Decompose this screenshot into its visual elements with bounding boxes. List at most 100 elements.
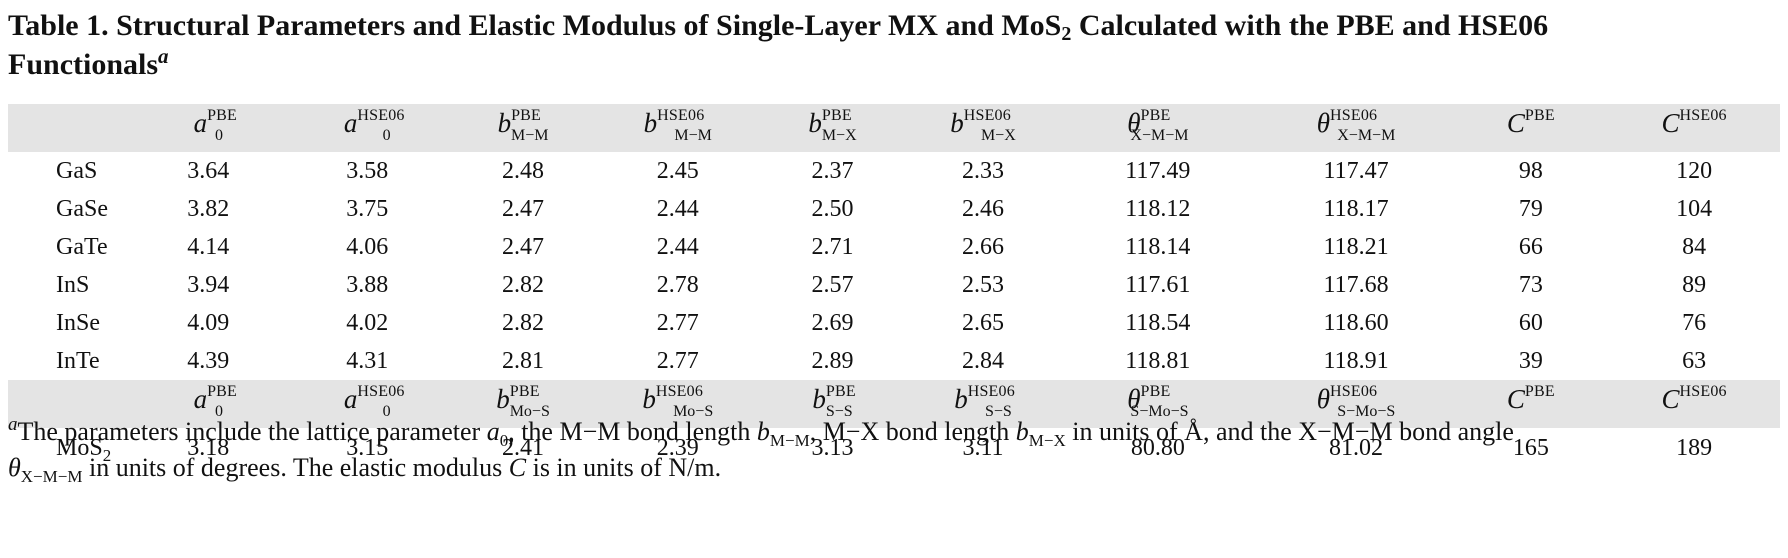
table-cell: 189	[1676, 434, 1713, 461]
table-cell: 118.17	[1323, 195, 1389, 222]
table-cell: 3.11	[962, 434, 1004, 461]
row-label: InTe	[56, 347, 100, 374]
table-cell: 4.06	[346, 233, 389, 260]
header-symbol: CHSE06	[1661, 107, 1727, 139]
table-cell: 81.02	[1329, 434, 1384, 461]
table-row: GaS 3.64 3.58 2.48 2.45 2.37 2.33 117.49 117.47 9…	[8, 152, 1780, 190]
table-cell: 118.21	[1323, 233, 1389, 260]
table-cell: 2.41	[502, 434, 545, 461]
table-cell: 2.50	[811, 195, 854, 222]
column-header: θHSE06X−M−M	[1259, 104, 1454, 152]
table-cell: 3.18	[187, 434, 230, 461]
table-cell: 2.81	[502, 347, 545, 374]
header-row-mos2: aPBE0 aHSE060 bPBEMo−S bHSE06Mo−S bPBES−S bHS…	[8, 380, 1780, 428]
header-row-mx: aPBE0 aHSE060 bPBEM−M bHSE06M−M bPBEM−X bHSE0…	[8, 104, 1780, 152]
table-row: MoS2 3.18 3.15 2.41 2.39 3.13 3.11 80.80 81.02 1…	[8, 428, 1780, 468]
column-header: CPBE	[1454, 104, 1609, 152]
header-symbol: CPBE	[1506, 383, 1555, 415]
caption-text: Table 1. Structural Parameters and Elast…	[8, 9, 1062, 42]
header-symbol: aPBE0	[193, 107, 238, 144]
table-cell: 120	[1676, 157, 1713, 184]
table-cell: 3.75	[346, 195, 389, 222]
table-cell: 117.68	[1323, 271, 1389, 298]
table-cell: 4.02	[346, 309, 389, 336]
table-cell: 118.54	[1125, 309, 1191, 336]
table-cell: 118.81	[1125, 347, 1191, 374]
table-cell: 80.80	[1130, 434, 1185, 461]
column-header: aHSE060	[288, 104, 447, 152]
column-header: bHSE06Mo−S	[599, 380, 756, 428]
header-symbol: bPBEM−X	[808, 107, 857, 144]
table-cell: 2.45	[656, 157, 699, 184]
table-cell: 79	[1518, 195, 1543, 222]
table-cell: 118.60	[1323, 309, 1389, 336]
table-cell: 4.09	[187, 309, 230, 336]
table-cell: 165	[1512, 434, 1549, 461]
table-cell: 2.48	[502, 157, 545, 184]
table-cell: 2.77	[656, 347, 699, 374]
header-symbol: bHSE06M−M	[643, 107, 712, 144]
column-header: aHSE060	[288, 380, 447, 428]
column-header: bHSE06S−S	[909, 380, 1057, 428]
table-cell: 118.14	[1125, 233, 1191, 260]
table-cell: 3.82	[187, 195, 230, 222]
parameters-table: aPBE0 aHSE060 bPBEM−M bHSE06M−M bPBEM−X bHSE0…	[8, 104, 1780, 468]
header-symbol: θPBES−Mo−S	[1127, 383, 1189, 420]
table-row: InS 3.94 3.88 2.82 2.78 2.57 2.53 117.61 117.68 7…	[8, 266, 1780, 304]
table-cell: 2.71	[811, 233, 854, 260]
table-cell: 104	[1676, 195, 1713, 222]
column-header: bHSE06M−X	[909, 104, 1057, 152]
caption-subscript: 2	[1061, 23, 1072, 45]
table-cell: 117.61	[1125, 271, 1191, 298]
table-cell: 3.88	[346, 271, 389, 298]
table-cell: 117.47	[1323, 157, 1389, 184]
table-cell: 98	[1518, 157, 1543, 184]
table-cell: 2.53	[961, 271, 1004, 298]
header-symbol: bHSE06S−S	[954, 383, 1015, 420]
header-symbol: CHSE06	[1661, 383, 1727, 415]
table-cell: 118.91	[1323, 347, 1389, 374]
table-row: InTe 4.39 4.31 2.81 2.77 2.89 2.84 118.81 118.91…	[8, 342, 1780, 380]
row-label: InSe	[56, 309, 100, 336]
column-header: bPBEM−X	[756, 104, 909, 152]
table-cell: 2.39	[656, 434, 699, 461]
table-cell: 2.77	[656, 309, 699, 336]
header-corner	[8, 104, 129, 152]
table-cell: 73	[1518, 271, 1543, 298]
caption-text-suffix: Calculated with the PBE and HSE06	[1071, 9, 1549, 42]
column-header: aPBE0	[129, 380, 288, 428]
table-cell: 2.37	[811, 157, 854, 184]
table-row: InSe 4.09 4.02 2.82 2.77 2.69 2.65 118.54 118.60…	[8, 304, 1780, 342]
table-cell: 2.33	[961, 157, 1004, 184]
table-cell: 2.78	[656, 271, 699, 298]
column-header: θPBEX−M−M	[1057, 104, 1258, 152]
table-cell: 2.66	[961, 233, 1004, 260]
header-symbol: aPBE0	[193, 383, 238, 420]
table-cell: 118.12	[1125, 195, 1191, 222]
table-body-mx: GaS 3.64 3.58 2.48 2.45 2.37 2.33 117.49 117.47 9…	[8, 152, 1780, 380]
table-cell: 2.65	[961, 309, 1004, 336]
column-header: CHSE06	[1608, 104, 1780, 152]
header-symbol: bPBEMo−S	[496, 383, 550, 420]
header-symbol: θHSE06X−M−M	[1316, 107, 1396, 144]
row-label: MoS2	[56, 434, 112, 465]
table-cell: 2.84	[961, 347, 1004, 374]
table-cell: 3.58	[346, 157, 389, 184]
table-cell: 63	[1682, 347, 1707, 374]
table-cell: 89	[1682, 271, 1707, 298]
table-cell: 4.31	[346, 347, 389, 374]
table-cell: 2.82	[502, 271, 545, 298]
caption-line2: Functionals	[8, 48, 159, 81]
table-cell: 60	[1518, 309, 1543, 336]
table-cell: 3.15	[346, 434, 389, 461]
table-cell: 84	[1682, 233, 1707, 260]
table-cell: 76	[1682, 309, 1707, 336]
table-row: GaTe 4.14 4.06 2.47 2.44 2.71 2.66 118.14 118.21…	[8, 228, 1780, 266]
column-header: θHSE06S−Mo−S	[1259, 380, 1454, 428]
header-symbol: θPBEX−M−M	[1127, 107, 1189, 144]
header-symbol: CPBE	[1506, 107, 1555, 139]
column-header: CHSE06	[1608, 380, 1780, 428]
column-header: θPBES−Mo−S	[1057, 380, 1258, 428]
column-header: CPBE	[1454, 380, 1609, 428]
